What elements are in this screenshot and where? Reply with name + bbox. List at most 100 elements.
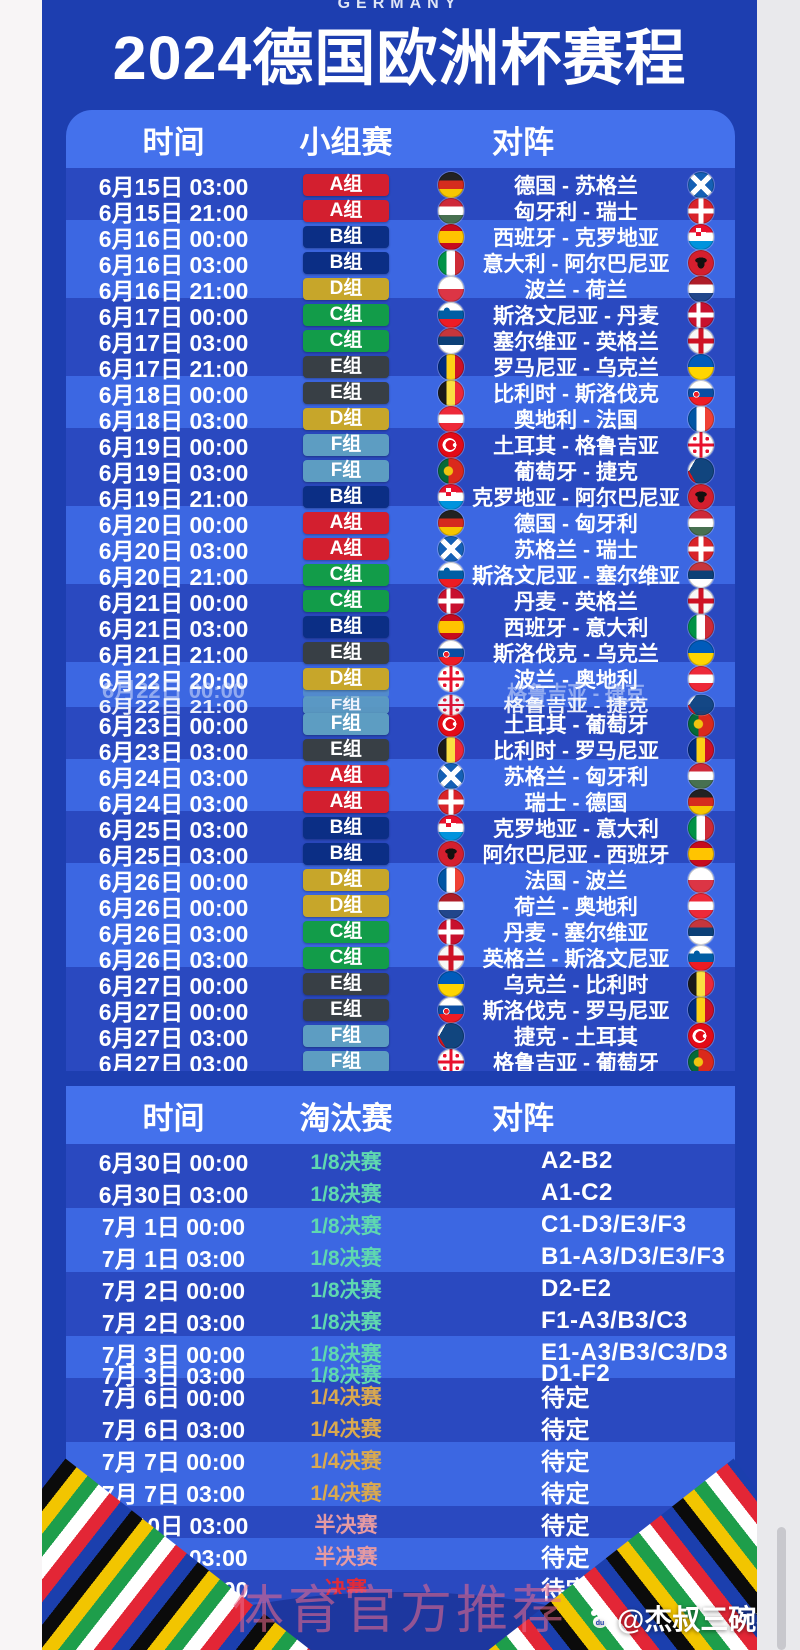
match-time: 6月23日 00:00 [98, 713, 249, 739]
tr-flag-icon [438, 432, 464, 458]
scrollbar-thumb[interactable] [777, 1527, 786, 1650]
group-badge: B组 [303, 616, 389, 638]
match-time: 6月15日 21:00 [98, 200, 249, 226]
match-time: 6月16日 03:00 [98, 252, 249, 278]
sco-flag-icon [438, 536, 464, 562]
match-time: 7月 2日 03:00 [101, 1310, 246, 1336]
group-badge-wrap: D组 [281, 278, 411, 300]
match-time: 6月16日 00:00 [98, 226, 249, 252]
al-flag-icon [438, 841, 464, 867]
match-row: 6月22日 20:00 6月22日 00:00 D组 波兰 - 奥地利 格鲁吉亚 -… [66, 662, 735, 705]
si-flag-icon [438, 562, 464, 588]
group-badge: F组 [303, 713, 389, 735]
match-time: 6月23日 03:00 [98, 739, 249, 765]
matchup-text: 克罗地亚 - 意大利 [493, 818, 659, 841]
cz-flag-icon [688, 458, 714, 484]
matchup-text: 待定 [541, 1545, 590, 1572]
group-badge: D组 [303, 668, 389, 690]
group-badge: B组 [303, 226, 389, 248]
column-header-time: 时间 [142, 1100, 205, 1136]
matchup-text: 乌克兰 - 比利时 [503, 974, 649, 997]
knockout-row: 7月 2日 03:00 1/8决赛 F1-A3/B3/C3 [66, 1304, 735, 1336]
ro-flag-icon [688, 997, 714, 1023]
match-time: 6月17日 03:00 [98, 330, 249, 356]
match-time: 7月 1日 00:00 [101, 1214, 246, 1240]
match-row: 6月17日 00:00 C组 斯洛文尼亚 - 丹麦 [66, 298, 735, 330]
de-flag-icon [438, 172, 464, 198]
group-badge-wrap: F组 [281, 460, 411, 482]
matchup-text: 法国 - 波兰 [524, 870, 628, 893]
si-flag-icon [688, 945, 714, 971]
matchup-text: E1-A3/B3/C3/D3 [541, 1339, 729, 1366]
knockout-row: 7月 6日 00:00 1/4决赛 待定 [66, 1378, 735, 1412]
matchup-text: 丹麦 - 英格兰 [514, 591, 638, 614]
group-badge-wrap: B组 [281, 226, 411, 248]
match-row: 6月19日 00:00 F组 土耳其 - 格鲁吉亚 [66, 428, 735, 460]
match-time: 6月19日 00:00 [98, 434, 249, 460]
tr-flag-icon [688, 1023, 714, 1049]
dk-flag-icon [438, 919, 464, 945]
group-badge-wrap: E组 [281, 382, 411, 404]
match-row: 6月17日 21:00 E组 罗马尼亚 - 乌克兰 [66, 350, 735, 382]
dk-flag-icon [688, 302, 714, 328]
stage-label: 1/8决赛 [310, 1279, 382, 1302]
group-badge: E组 [303, 739, 389, 761]
matchup-text: 波兰 - 荷兰 [524, 279, 628, 302]
ua-flag-icon [688, 640, 714, 666]
stage-label: 1/4决赛 [310, 1481, 382, 1505]
match-time: 6月27日 03:00 [98, 1025, 249, 1051]
ge-flag-icon [438, 666, 464, 692]
es-flag-icon [438, 224, 464, 250]
match-row: 6月27日 00:00 E组 斯洛伐克 - 罗马尼亚 [66, 993, 735, 1025]
matchup-text: 丹麦 - 塞尔维亚 [503, 922, 649, 945]
group-badge: C组 [303, 590, 389, 612]
column-header-knockout: 淘汰赛 [299, 1100, 393, 1136]
fr-flag-icon [688, 406, 714, 432]
matchup-text: 苏格兰 - 瑞士 [514, 539, 638, 562]
group-badge-wrap: A组 [281, 512, 411, 534]
stage-label: 1/4决赛 [310, 1449, 382, 1473]
group-badge-wrap: C组 [281, 590, 411, 612]
group-badge-wrap: F组 [281, 434, 411, 456]
stage-label: 1/4决赛 [310, 1385, 382, 1409]
hr-flag-icon [438, 815, 464, 841]
knockout-rows-container: 6月30日 00:00 1/8决赛 A2-B2 6月30日 03:00 1/8决… [66, 1144, 735, 1604]
match-row: 6月26日 00:00 D组 荷兰 - 奥地利 [66, 889, 735, 921]
matchup-text: 匈牙利 - 瑞士 [514, 201, 638, 224]
match-time: 6月27日 03:00 [98, 1051, 249, 1071]
matchup-text: 待定 [541, 1513, 590, 1540]
matchup-text: 克罗地亚 - 阿尔巴尼亚 [472, 487, 680, 510]
en-flag-icon [688, 328, 714, 354]
group-badge: C组 [303, 304, 389, 326]
match-row: 6月20日 00:00 A组 德国 - 匈牙利 [66, 506, 735, 538]
group-badge: C组 [303, 921, 389, 943]
be-flag-icon [438, 380, 464, 406]
match-time: 6月26日 03:00 [98, 921, 249, 947]
matchup-text: 塞尔维亚 - 英格兰 [493, 331, 659, 354]
matchup-text: 西班牙 - 克罗地亚 [493, 227, 659, 250]
matchup-text: A1-C2 [541, 1179, 613, 1206]
group-badge-wrap: E组 [281, 642, 411, 664]
group-badge: D组 [303, 408, 389, 430]
matchup-text: 斯洛伐克 - 乌克兰 [493, 643, 659, 666]
match-time: 6月22日 20:00 6月22日 00:00 [98, 668, 249, 703]
match-time: 6月27日 00:00 [98, 999, 249, 1025]
ghost-time-text: 6月22日 00:00 [101, 678, 246, 703]
match-time: 6月20日 03:00 [98, 538, 249, 564]
match-time: 6月27日 00:00 [98, 973, 249, 999]
knockout-row: 7月 2日 00:00 1/8决赛 D2-E2 [66, 1272, 735, 1304]
hu-flag-icon [438, 198, 464, 224]
match-time: 6月26日 00:00 [98, 869, 249, 895]
group-badge: C组 [303, 330, 389, 352]
hu-flag-icon [688, 763, 714, 789]
sk-flag-icon [438, 997, 464, 1023]
match-time: 6月20日 00:00 [98, 512, 249, 538]
it-flag-icon [438, 250, 464, 276]
match-row: 6月19日 21:00 B组 克罗地亚 - 阿尔巴尼亚 [66, 480, 735, 512]
it-flag-icon [688, 614, 714, 640]
knockout-row: 7月 3日 00:00 1/8决赛 E1-A3/B3/C3/D3 [66, 1336, 735, 1368]
matchup-text: D2-E2 [541, 1275, 612, 1302]
group-badge-wrap: A组 [281, 174, 411, 196]
stage-label: 1/8决赛 [310, 1343, 382, 1366]
match-row: 6月27日 03:00 F组 捷克 - 土耳其 [66, 1019, 735, 1051]
